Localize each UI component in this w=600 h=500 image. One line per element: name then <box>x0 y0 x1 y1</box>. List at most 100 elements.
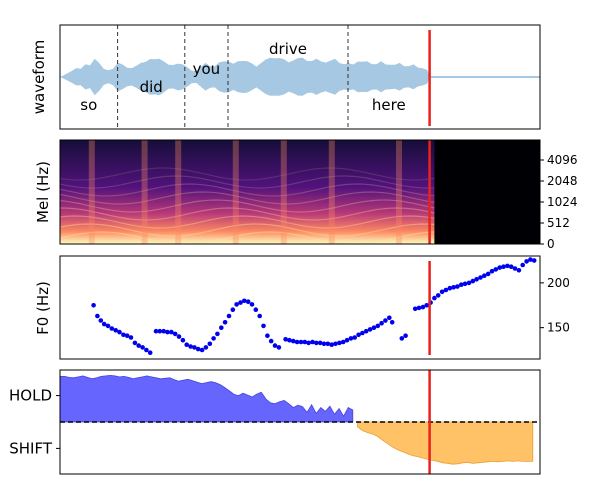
f0-point <box>321 341 327 347</box>
f0-point <box>230 307 236 313</box>
f0-point <box>117 329 122 335</box>
f0-point <box>474 277 479 282</box>
word-label: here <box>372 96 406 114</box>
f0-point <box>184 342 189 348</box>
f0-point <box>383 318 388 323</box>
f0-point <box>329 342 335 348</box>
waveform-envelope <box>60 57 430 96</box>
f0-point <box>169 329 174 335</box>
mel-panel: 0 512 1024 2048 4096 Mel (Hz) <box>34 139 578 251</box>
f0-point <box>215 331 220 337</box>
f0-point <box>501 264 506 270</box>
f0-point <box>505 263 510 269</box>
f0-point <box>101 321 107 327</box>
f0-point <box>387 315 392 321</box>
f0-point <box>325 341 331 347</box>
f0-point <box>306 340 311 346</box>
f0-point <box>512 266 518 271</box>
f0-point <box>283 337 288 342</box>
f0-point <box>337 340 342 346</box>
f0-point <box>528 257 533 262</box>
f0-point <box>520 262 525 268</box>
waveform-axes-frame <box>59 24 541 130</box>
f0-point <box>424 303 430 308</box>
f0-tick-label: 200 <box>547 276 570 290</box>
f0-point <box>294 339 300 345</box>
f0-point <box>508 264 514 270</box>
mel-tick-label: 1024 <box>547 195 578 209</box>
f0-point <box>340 339 346 345</box>
f0-point <box>412 306 418 312</box>
f0-ylabel: F0 (Hz) <box>34 281 52 335</box>
f0-point <box>435 293 441 298</box>
f0-point <box>470 278 476 284</box>
f0-axes-frame <box>59 255 541 360</box>
f0-point <box>367 327 373 332</box>
f0-point <box>485 271 491 277</box>
f0-point <box>144 347 149 353</box>
f0-point <box>451 285 456 290</box>
word-label: did <box>140 78 163 96</box>
f0-point <box>176 334 182 339</box>
f0-point <box>180 337 186 343</box>
f0-point <box>91 303 96 308</box>
f0-point <box>147 350 153 356</box>
f0-point <box>128 335 134 340</box>
f0-point <box>261 323 266 329</box>
f0-point <box>478 275 483 280</box>
f0-point <box>161 328 166 334</box>
f0-point <box>420 304 426 310</box>
waveform-panel: so did you drive here waveform <box>30 24 541 130</box>
word-label: you <box>193 60 221 78</box>
waveform-ylabel: waveform <box>30 40 48 115</box>
word-label: drive <box>269 40 307 58</box>
f0-point <box>375 323 381 329</box>
f0-point <box>140 345 145 350</box>
turn-category-label: SHIFT <box>9 439 53 457</box>
f0-point <box>371 325 377 331</box>
f0-panel: 150 200 F0 (Hz) <box>34 255 570 360</box>
f0-point <box>238 300 243 305</box>
f0-point <box>211 336 216 341</box>
mel-tick-label: 4096 <box>547 153 578 167</box>
f0-point <box>272 343 278 348</box>
f0-point <box>199 347 205 353</box>
f0-point <box>432 295 437 301</box>
f0-point <box>443 287 449 293</box>
f0-point <box>226 313 232 319</box>
f0-point <box>276 345 282 350</box>
f0-point <box>403 333 408 339</box>
f0-point <box>356 332 361 338</box>
f0-point <box>482 273 487 279</box>
f0-point <box>207 341 213 347</box>
turn-axes-frame <box>59 369 541 475</box>
f0-point <box>524 259 529 264</box>
mel-harmonics <box>60 140 435 244</box>
mel-tick-label: 0 <box>547 237 555 251</box>
f0-point <box>105 323 111 329</box>
f0-point <box>310 339 315 345</box>
f0-point <box>516 268 522 273</box>
word-label: so <box>80 96 97 114</box>
f0-point <box>455 284 460 289</box>
f0-point <box>493 267 499 272</box>
f0-point <box>109 326 115 331</box>
mel-tick-label: 512 <box>547 216 570 230</box>
f0-point <box>291 338 296 344</box>
f0-point <box>265 333 270 339</box>
f0-point <box>333 341 338 347</box>
f0-point <box>253 307 259 313</box>
shift-area <box>357 421 534 465</box>
f0-point <box>344 337 350 343</box>
f0-point <box>497 265 503 270</box>
f0-point <box>132 340 138 346</box>
f0-point <box>242 298 247 304</box>
turn-panel: HOLD SHIFT <box>9 369 541 475</box>
f0-point <box>98 318 104 323</box>
f0-point <box>245 299 251 305</box>
f0-point <box>379 320 384 326</box>
f0-point <box>153 328 159 334</box>
f0-point <box>192 345 197 350</box>
f0-point <box>302 339 308 345</box>
turn-category-label: HOLD <box>9 387 52 405</box>
